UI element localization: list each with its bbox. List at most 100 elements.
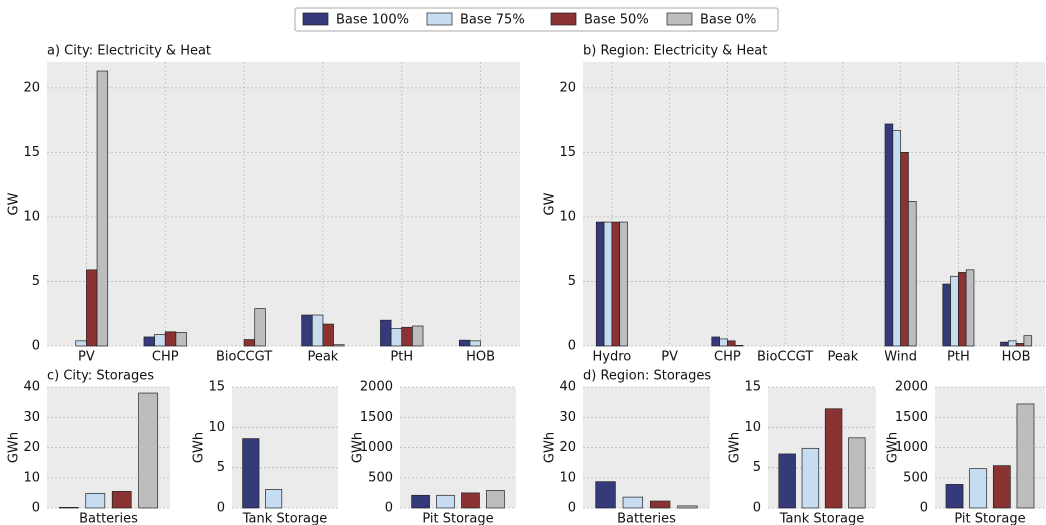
x-tick-label: PtH [390,350,413,365]
x-tick-label: BioCCGT [757,350,813,365]
x-tick-label: CHP [714,350,741,365]
y-tick-label: 10 [559,209,576,224]
y-tick-label: 15 [744,380,761,395]
y-tick-label: 30 [559,410,576,425]
bar [734,345,744,347]
x-tick-label: PV [661,350,678,365]
bar [143,336,155,347]
y-tick-label: 5 [753,460,761,475]
bar [486,490,505,509]
x-tick-label: HOB [1002,350,1031,365]
bar [945,484,964,509]
x-tick-label: Batteries [617,512,676,525]
bar [942,283,951,347]
bar [175,332,187,347]
y-axis-label: GWh [543,432,558,463]
x-tick-label: PtH [947,350,970,365]
bar [242,438,260,509]
bar [265,489,283,509]
y-tick-label: 0 [32,339,40,354]
y-axis-label: GWh [351,432,366,463]
plot-area [583,62,1045,346]
bar [111,491,132,509]
bar [254,308,266,347]
y-tick-label: 20 [559,80,576,95]
y-tick-label: 15 [559,145,576,160]
y-tick-label: 10 [23,209,40,224]
bar [96,70,109,347]
bar [595,481,616,509]
bar [778,453,796,509]
y-axis-label: GWh [728,432,743,463]
bar [461,492,480,509]
legend-swatch [550,12,577,26]
bar [469,340,481,347]
bar [1023,335,1033,347]
y-tick-label: 1000 [360,440,393,455]
y-tick-label: 0 [217,501,225,516]
y-tick-label: 2000 [360,380,393,395]
y-tick-label: 20 [23,80,40,95]
legend-label: Base 100% [336,13,409,28]
y-tick-label: 15 [208,380,225,395]
bar [711,336,720,347]
bar [958,272,967,347]
y-axis-label: GWh [7,432,22,463]
x-tick-label: Hydro [593,350,632,365]
bar [595,221,605,347]
x-tick-label: Peak [307,350,338,365]
bar [85,493,106,509]
legend-swatch [302,12,329,26]
y-axis-label: GW [7,192,22,215]
bar [401,326,413,347]
bar [884,123,894,347]
chart-title: d) Region: Storages [583,369,711,384]
y-tick-label: 500 [368,470,393,485]
x-tick-label: HOB [466,350,495,365]
x-tick-label: Tank Storage [779,512,865,525]
legend-swatch [666,12,693,26]
x-tick-label: Pit Storage [422,512,493,525]
plot-area [47,62,520,346]
x-tick-label: PV [78,350,95,365]
bar [677,505,698,509]
y-tick-label: 5 [32,274,40,289]
legend-label: Base 0% [700,13,756,28]
bar [301,314,313,347]
bar [243,339,256,347]
y-tick-label: 10 [208,420,225,435]
chart-title: b) Region: Electricity & Heat [583,44,767,59]
y-tick-label: 1000 [895,440,928,455]
bar [824,408,843,509]
y-tick-label: 0 [568,339,576,354]
y-tick-label: 40 [559,380,576,395]
bar [611,221,621,347]
bar [380,319,392,347]
y-tick-label: 15 [23,145,40,160]
bar [458,339,471,347]
y-tick-label: 20 [559,440,576,455]
bar [138,392,159,509]
y-tick-label: 10 [559,470,576,485]
bar [622,496,644,509]
bar [992,465,1011,509]
x-tick-label: BioCCGT [216,350,272,365]
x-tick-label: CHP [152,350,179,365]
bar [1007,340,1017,347]
y-tick-label: 1500 [360,410,393,425]
y-tick-label: 0 [920,501,928,516]
y-tick-label: 10 [23,470,40,485]
y-axis-label: GWh [886,432,901,463]
bar [412,325,424,347]
y-tick-label: 40 [23,380,40,395]
bar [619,221,628,347]
chart-title: a) City: Electricity & Heat [47,44,211,59]
y-tick-label: 0 [385,501,393,516]
y-tick-label: 30 [23,410,40,425]
y-tick-label: 5 [568,274,576,289]
bar [908,201,917,347]
y-tick-label: 20 [23,440,40,455]
bar [719,338,728,347]
bar [1000,341,1009,347]
